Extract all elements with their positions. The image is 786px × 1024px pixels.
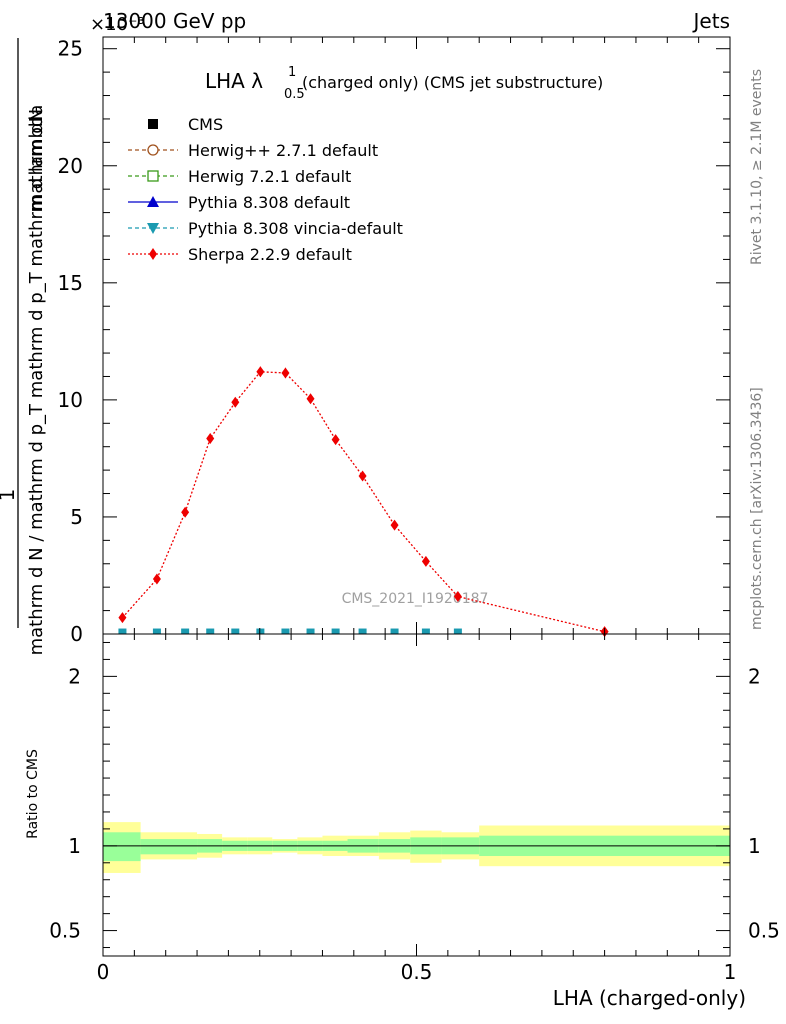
legend-entry: Pythia 8.308 vincia-default (128, 219, 403, 238)
legend-entry: CMS (148, 115, 223, 134)
legend-marker (147, 223, 159, 234)
ratio-y-tick-label: 0.5 (49, 919, 81, 943)
y-label-denominator: mathrm d N / mathrm d p_T mathrm d p_T m… (26, 105, 47, 656)
x-tick-label: 1 (724, 960, 737, 984)
ratio-inner-band-bin (103, 832, 141, 862)
x-axis-label: LHA (charged-only) (553, 986, 746, 1010)
ratio-y-tick-label-right: 1 (748, 834, 761, 858)
ratio-y-tick-label-right: 2 (748, 664, 761, 688)
legend-marker (149, 248, 157, 260)
main-data (118, 366, 609, 638)
mc-zero-point (390, 628, 399, 634)
sherpa-point (331, 434, 340, 446)
rivet-version: Rivet 3.1.10, ≥ 2.1M events (749, 69, 765, 265)
y-tick-label: 10 (58, 388, 83, 412)
x-tick-label: 0.5 (401, 960, 433, 984)
legend-label: Herwig++ 2.7.1 default (188, 141, 378, 160)
sherpa-point (306, 393, 315, 405)
legend-marker (147, 144, 159, 156)
sherpa-point (256, 366, 265, 378)
legend-marker (148, 119, 158, 129)
sherpa-line (121, 371, 605, 633)
mcplots-credit: mcplots.cern.ch [arXiv:1306.3436] (749, 387, 765, 630)
ratio-plot-frame (102, 633, 731, 957)
y-label-numerator: mathrm dN (26, 109, 47, 211)
ratio-y-tick-label: 2 (68, 664, 81, 688)
sherpa-point (390, 519, 399, 531)
mc-zero-point (256, 628, 265, 634)
legend-label: Herwig 7.2.1 default (188, 167, 351, 186)
y-tick-label: 0 (70, 622, 83, 646)
legend-label: Sherpa 2.2.9 default (188, 245, 352, 264)
x-tick-label: 0 (97, 960, 110, 984)
sherpa-point (358, 470, 367, 482)
ratio-y-tick-label: 1 (68, 834, 81, 858)
main-axis-ticks: 0 5 10 15 20 25 (58, 37, 731, 646)
legend-marker (147, 196, 159, 207)
title-main: LHA λ (205, 69, 263, 93)
mc-zero-point (331, 628, 340, 634)
sherpa-point (118, 612, 127, 624)
mc-zero-point (358, 628, 367, 634)
legend-entry: Herwig 7.2.1 default (128, 167, 351, 186)
ratio-axis-ticks: 0.5 0.5 1 1 2 2 0 0.5 1 (49, 634, 780, 984)
mc-zero-point (206, 628, 215, 634)
sherpa-point (231, 396, 240, 408)
ratio-y-tick-label-right: 0.5 (748, 919, 780, 943)
mc-zero-point (453, 628, 462, 634)
sherpa-point (152, 573, 161, 585)
legend-entry: Sherpa 2.2.9 default (128, 245, 352, 264)
title-superscript: 1 (288, 65, 296, 80)
legend-label: Pythia 8.308 vincia-default (188, 219, 403, 238)
sherpa-point (181, 506, 190, 518)
ratio-inner-band-bin (140, 839, 198, 855)
legend-label: Pythia 8.308 default (188, 193, 350, 212)
sherpa-point (206, 433, 215, 445)
ratio-y-label: Ratio to CMS (25, 749, 41, 839)
sherpa-point (281, 367, 290, 379)
legend: CMS Herwig++ 2.7.1 default Herwig 7.2.1 de… (128, 115, 403, 264)
sherpa-point (453, 591, 462, 603)
legend-entry: Pythia 8.308 default (128, 193, 350, 212)
header-process: Jets (692, 9, 730, 33)
legend-marker (147, 170, 159, 182)
mc-zero-point (231, 628, 240, 634)
plot-title: LHA λ 1 0.5 (charged only) (CMS jet subs… (205, 65, 603, 102)
title-tail: (charged only) (CMS jet substructure) (302, 73, 603, 92)
y-label-one: 1 (0, 489, 19, 502)
mc-zero-point (306, 628, 315, 634)
legend-label: CMS (188, 115, 223, 134)
analysis-watermark: CMS_2021_I1920187 (342, 591, 489, 607)
mc-zero-point (118, 628, 127, 634)
ratio-bands (103, 822, 730, 873)
y-tick-label: 5 (70, 505, 83, 529)
y-tick-label: 25 (58, 37, 83, 61)
mc-zero-point (281, 628, 290, 634)
y-exponent: ×10⁻³ (90, 14, 145, 35)
mc-zero-point (152, 628, 161, 634)
legend-entry: Herwig++ 2.7.1 default (128, 141, 378, 160)
mc-zero-point (181, 628, 190, 634)
y-axis-label: mathrm dN 1 mathrm d N / mathrm d p_T ma… (0, 38, 47, 655)
title-subscript: 0.5 (284, 87, 305, 102)
mc-zero-point (421, 628, 430, 634)
y-tick-label: 20 (58, 154, 83, 178)
y-tick-label: 15 (58, 271, 83, 295)
header-energy: 13000 GeV pp (103, 9, 246, 33)
sherpa-point (421, 555, 430, 567)
